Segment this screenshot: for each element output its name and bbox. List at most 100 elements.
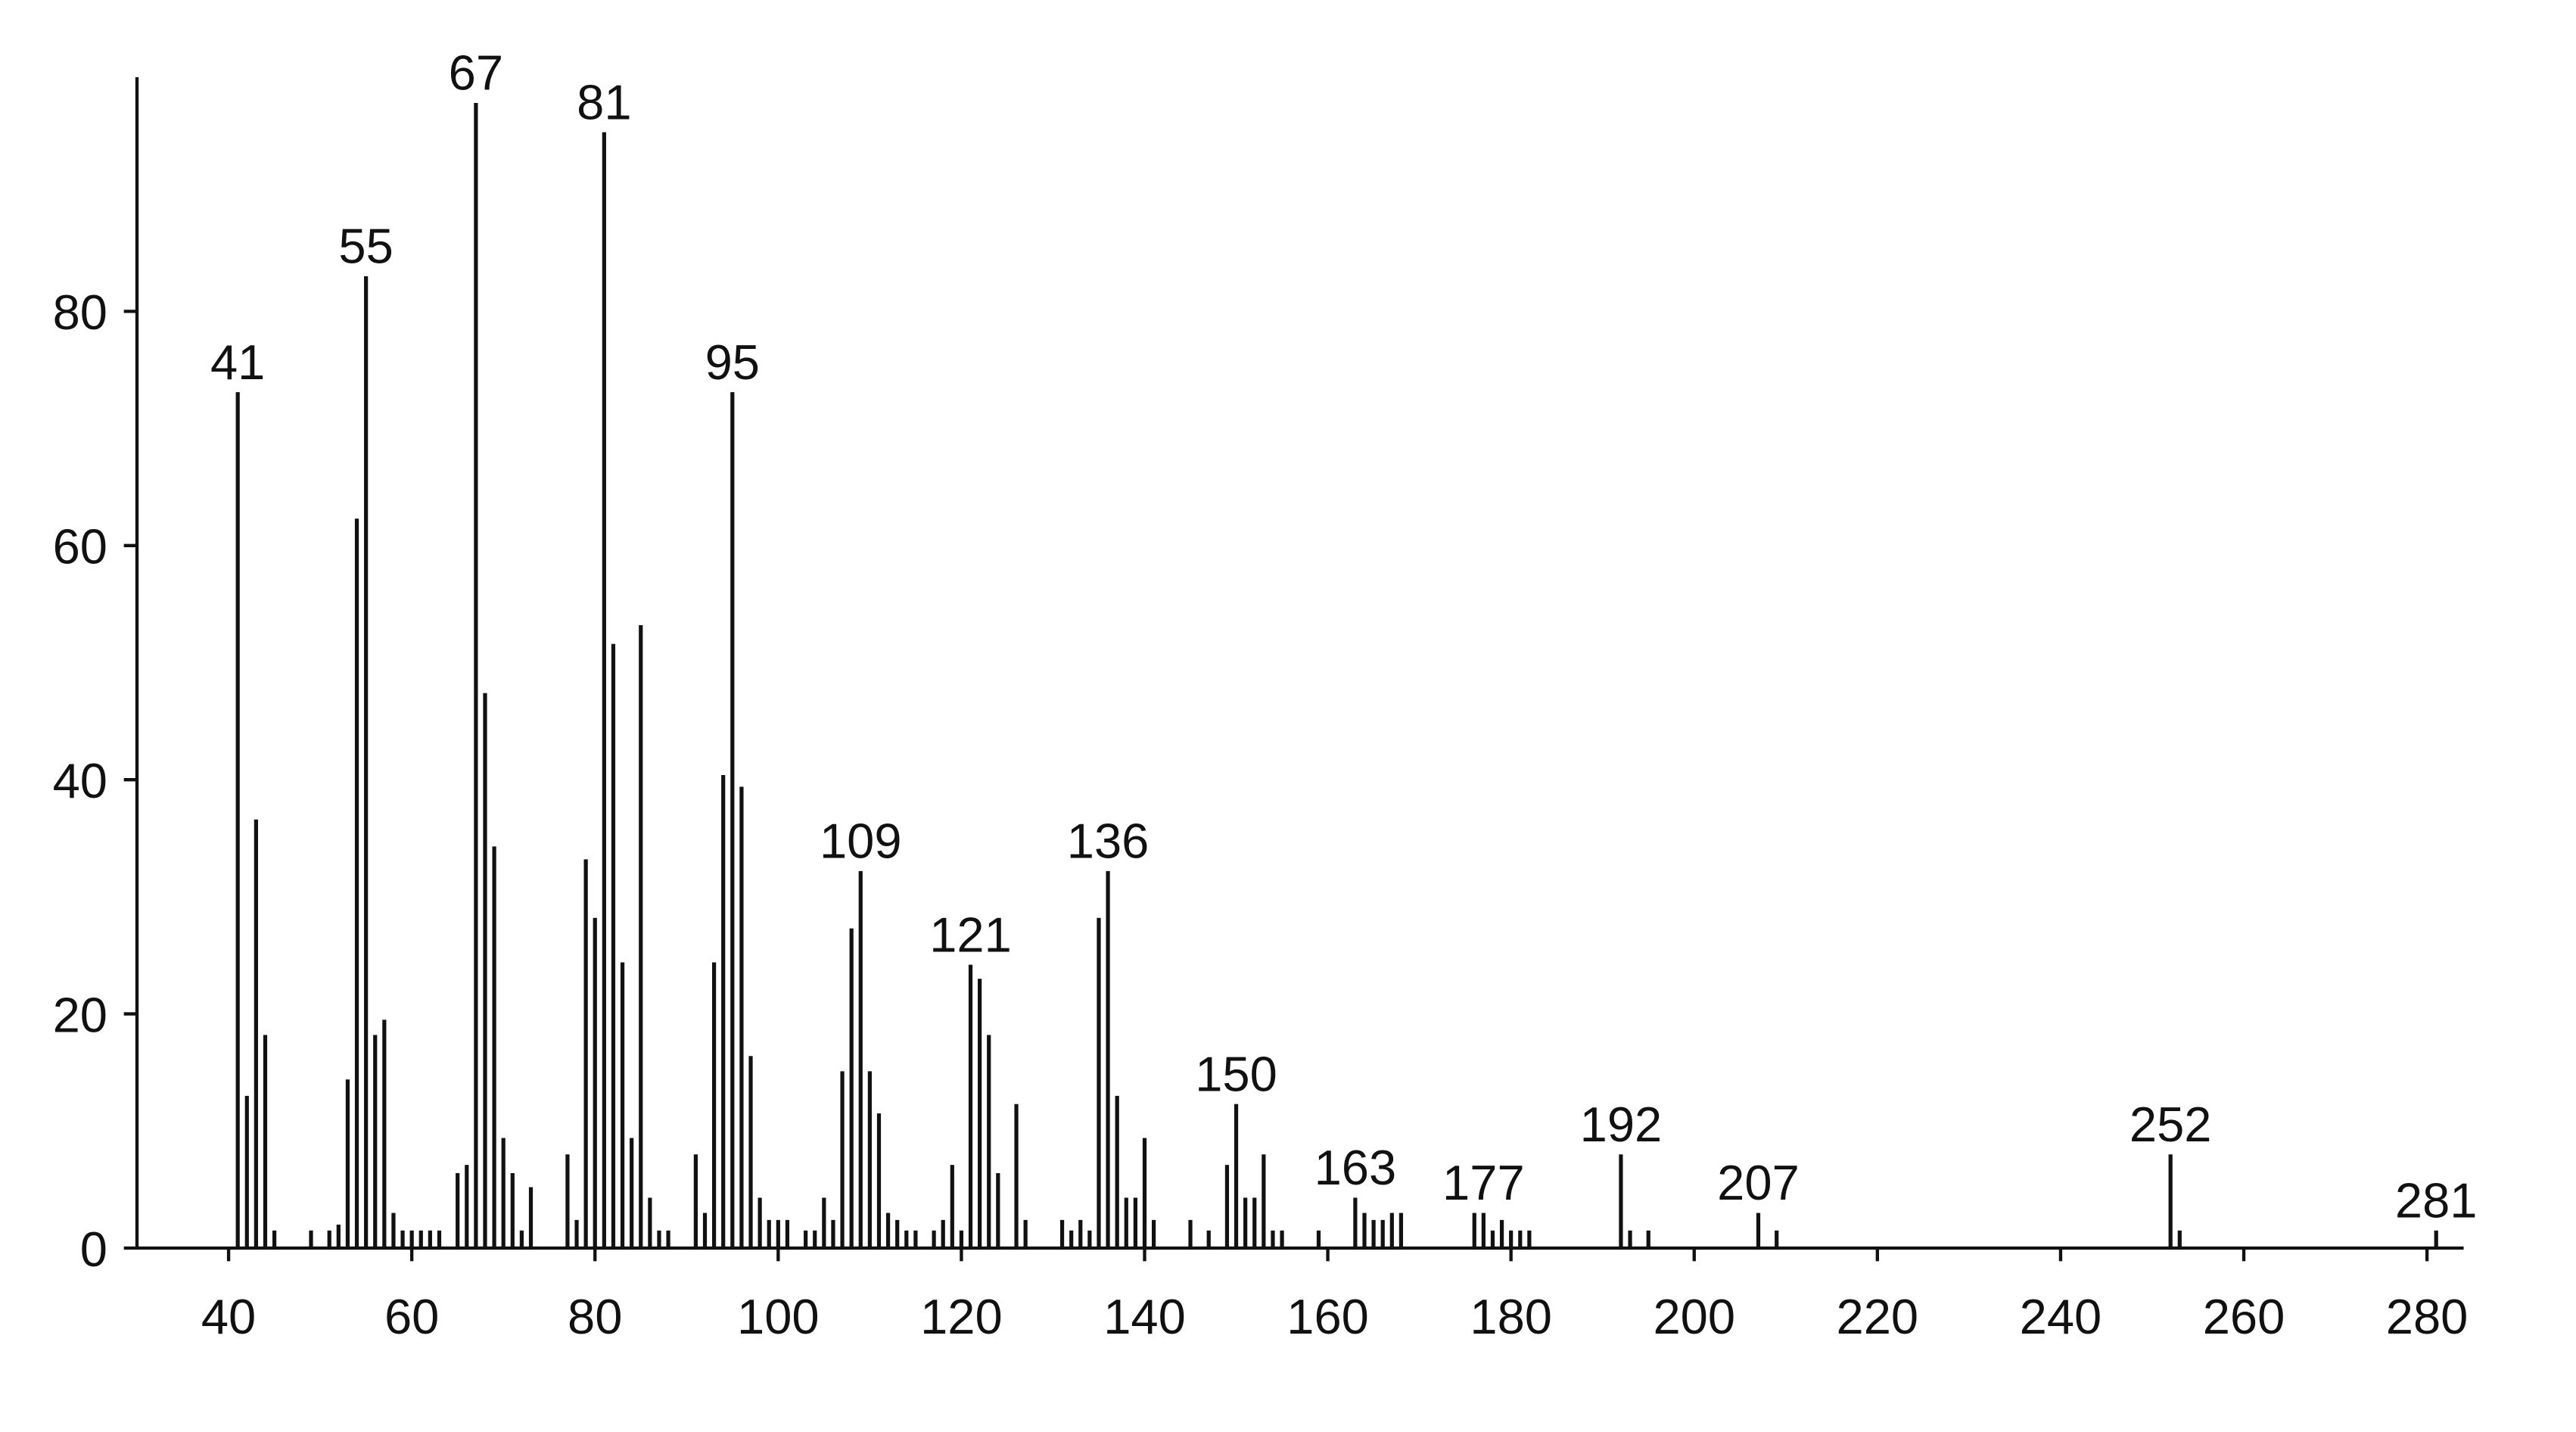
peak	[711, 962, 717, 1248]
peak	[263, 1035, 268, 1248]
peak	[813, 1230, 817, 1248]
peak	[1224, 1165, 1230, 1248]
peak	[1271, 1230, 1275, 1248]
peak	[1362, 1213, 1367, 1248]
peak	[574, 1219, 579, 1248]
peak	[913, 1230, 918, 1248]
peak	[876, 1113, 882, 1248]
x-tick-label: 80	[568, 1289, 622, 1344]
peak	[1316, 1230, 1321, 1248]
x-tick-label: 280	[2386, 1289, 2469, 1344]
peak	[885, 1213, 891, 1248]
peak	[867, 1071, 872, 1248]
peak-label: 281	[2395, 1172, 2478, 1228]
peak	[364, 276, 369, 1248]
peak	[767, 1219, 771, 1248]
peak	[1280, 1230, 1284, 1248]
y-tick-label: 60	[53, 519, 107, 574]
peak-label: 121	[929, 907, 1012, 962]
peak	[1398, 1213, 1404, 1248]
peak	[968, 964, 973, 1248]
peak	[959, 1230, 964, 1248]
peak	[382, 1020, 387, 1248]
peak	[822, 1197, 826, 1248]
peak	[721, 774, 726, 1248]
peak	[831, 1219, 835, 1248]
peak	[519, 1230, 524, 1248]
peak	[840, 1071, 845, 1248]
peak	[804, 1230, 808, 1248]
y-tick-label: 0	[80, 1222, 107, 1277]
x-tick-label: 260	[2203, 1289, 2285, 1344]
peak	[1106, 870, 1110, 1248]
peak	[1646, 1230, 1650, 1248]
peak	[483, 693, 487, 1248]
y-tick-label: 80	[53, 285, 107, 340]
peak	[895, 1219, 900, 1248]
peak	[1252, 1197, 1257, 1248]
peak	[858, 870, 863, 1248]
peak	[611, 643, 616, 1248]
peak	[648, 1197, 652, 1248]
x-tick-label: 60	[384, 1289, 439, 1344]
peak	[950, 1165, 954, 1248]
peak	[1262, 1154, 1266, 1248]
peak	[510, 1172, 515, 1248]
x-tick-label: 140	[1103, 1289, 1186, 1344]
peak	[1115, 1095, 1119, 1248]
peak-label: 81	[577, 74, 631, 129]
peak	[244, 1095, 249, 1248]
peak	[272, 1230, 277, 1248]
peak	[748, 1056, 753, 1248]
peak	[1188, 1219, 1193, 1248]
peak	[996, 1172, 1000, 1248]
peak	[474, 103, 478, 1248]
peak	[528, 1187, 534, 1248]
peak	[409, 1230, 414, 1248]
peak	[730, 392, 735, 1248]
peak	[593, 917, 597, 1248]
peak	[1481, 1213, 1486, 1248]
peak-label: 41	[210, 335, 265, 390]
peak	[1014, 1104, 1019, 1248]
peak	[657, 1230, 661, 1248]
peak	[1371, 1219, 1376, 1248]
peak	[327, 1230, 331, 1248]
peak	[785, 1219, 790, 1248]
peak	[1078, 1219, 1083, 1248]
x-tick-label: 240	[2020, 1289, 2102, 1344]
peak	[254, 819, 258, 1248]
peak	[2177, 1230, 2182, 1248]
peak-label: 163	[1314, 1140, 1397, 1195]
peak	[1619, 1154, 1623, 1248]
peak	[1389, 1213, 1394, 1248]
peak	[978, 979, 982, 1248]
peak	[418, 1230, 423, 1248]
peak	[1206, 1230, 1211, 1248]
peak	[987, 1035, 991, 1248]
peak-label: 252	[2130, 1097, 2212, 1152]
peak	[336, 1225, 341, 1248]
peak	[1243, 1197, 1248, 1248]
peak-label: 67	[449, 45, 503, 101]
y-tick-label: 20	[53, 987, 107, 1042]
peak	[309, 1230, 313, 1248]
peak	[2168, 1154, 2173, 1248]
y-tick-label: 40	[53, 753, 107, 808]
peak	[501, 1138, 506, 1248]
peak	[2434, 1230, 2438, 1248]
peak-label: 95	[705, 335, 760, 390]
peak	[1756, 1213, 1761, 1248]
peak	[428, 1230, 432, 1248]
peak-label: 177	[1442, 1155, 1525, 1210]
peak	[758, 1197, 762, 1248]
peak	[1518, 1230, 1523, 1248]
peak	[400, 1230, 405, 1248]
peak	[1628, 1230, 1632, 1248]
peak	[1353, 1197, 1358, 1248]
peak	[693, 1154, 698, 1248]
peak	[345, 1079, 350, 1248]
peak-label: 150	[1195, 1046, 1277, 1101]
peak	[776, 1219, 780, 1248]
